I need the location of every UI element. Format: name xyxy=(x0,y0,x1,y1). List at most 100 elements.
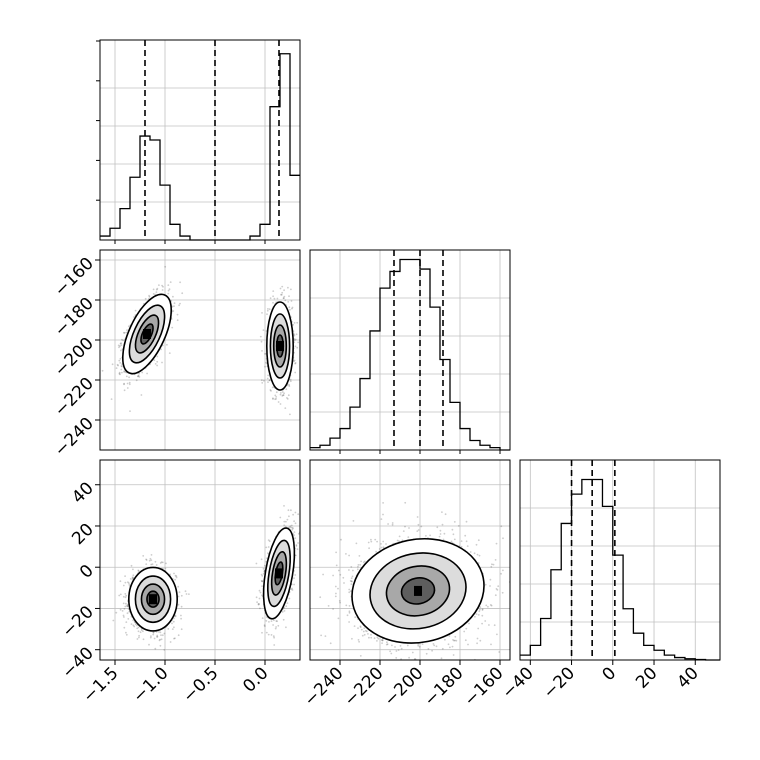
scatter-point xyxy=(261,631,263,634)
scatter-point xyxy=(122,339,124,342)
scatter-point xyxy=(256,601,258,603)
scatter-point xyxy=(286,398,289,400)
scatter-point xyxy=(295,333,298,336)
scatter-point xyxy=(172,620,175,623)
scatter-point xyxy=(161,289,164,291)
scatter-point xyxy=(134,309,137,312)
scatter-point xyxy=(156,355,159,358)
scatter-point xyxy=(123,382,125,385)
scatter-point xyxy=(292,513,294,516)
scatter-point xyxy=(289,378,292,381)
scatter-point xyxy=(119,373,121,376)
scatter-point xyxy=(118,346,120,349)
scatter-point xyxy=(163,632,166,635)
scatter-point xyxy=(268,379,271,382)
density-peak xyxy=(149,594,157,605)
scatter-point xyxy=(159,631,162,634)
scatter-point xyxy=(172,295,174,298)
scatter-point xyxy=(151,563,154,566)
scatter-point xyxy=(269,297,272,300)
scatter-point xyxy=(142,555,145,557)
scatter-point xyxy=(293,322,296,324)
scatter-point xyxy=(128,376,131,379)
scatter-point xyxy=(125,602,127,605)
scatter-point xyxy=(156,287,159,290)
scatter-point xyxy=(161,561,164,564)
scatter-point xyxy=(156,634,159,637)
scatter-point xyxy=(168,352,171,354)
scatter-point xyxy=(132,619,135,622)
scatter-point xyxy=(153,637,156,640)
scatter-point xyxy=(283,295,286,298)
scatter-point xyxy=(260,558,263,561)
scatter-point xyxy=(125,621,128,623)
scatter-point xyxy=(263,379,265,382)
histogram-1-frame xyxy=(309,249,511,451)
scatter-point xyxy=(126,387,129,389)
scatter-point xyxy=(124,593,127,595)
scatter-point xyxy=(261,617,264,619)
histogram-2-frame xyxy=(519,459,721,661)
scatter-point xyxy=(119,357,122,360)
scatter-point xyxy=(120,344,123,346)
scatter-point xyxy=(268,379,271,382)
scatter-point xyxy=(184,590,187,593)
scatter-point xyxy=(180,617,183,620)
scatter-point xyxy=(161,634,164,637)
scatter-point xyxy=(149,557,152,560)
scatter-point xyxy=(160,348,163,351)
scatter-point xyxy=(279,393,282,396)
scatter-point xyxy=(138,634,141,637)
scatter-point xyxy=(281,291,284,294)
histogram-1-step xyxy=(310,258,510,451)
scatter-point xyxy=(296,346,299,349)
scatter-point xyxy=(153,359,156,362)
scatter-point xyxy=(155,564,158,566)
scatter-point xyxy=(167,284,170,286)
scatter-point xyxy=(128,381,131,384)
scatter-point xyxy=(287,394,290,397)
scatter-point xyxy=(124,575,126,577)
scatter-point xyxy=(282,394,284,396)
scatter-point xyxy=(150,559,153,561)
scatter-point xyxy=(288,306,291,309)
scatter-point xyxy=(122,614,125,617)
scatter-point xyxy=(171,628,174,630)
scatter-point xyxy=(174,574,177,577)
scatter-point xyxy=(262,329,265,331)
scatter-point xyxy=(124,596,127,599)
scatter-point xyxy=(146,372,149,375)
scatter-point xyxy=(120,342,122,345)
scatter-point xyxy=(176,313,179,316)
scatter-point xyxy=(128,383,131,386)
scatter-point xyxy=(156,360,159,363)
scatter-point xyxy=(174,578,177,581)
scatter-point xyxy=(139,631,142,634)
scatter-point xyxy=(121,610,124,612)
scatter-point xyxy=(282,297,285,299)
histogram-1-grid xyxy=(310,250,510,450)
scatter-point xyxy=(110,398,113,400)
scatter-point xyxy=(175,575,178,577)
scatter-point xyxy=(127,582,130,585)
scatter-point xyxy=(133,316,135,318)
scatter-point xyxy=(294,338,297,341)
scatter-point xyxy=(120,365,123,367)
scatter-point xyxy=(137,626,140,629)
scatter-point xyxy=(180,614,182,617)
scatter-point xyxy=(294,345,297,348)
scatter-point xyxy=(124,581,127,584)
scatter-point xyxy=(173,626,175,629)
scatter-point xyxy=(260,340,263,343)
scatter-point xyxy=(152,633,155,636)
density-peak xyxy=(276,341,284,351)
scatter-point xyxy=(122,595,125,598)
scatter-point xyxy=(291,587,293,590)
scatter-point xyxy=(129,578,132,580)
scatter-point xyxy=(123,626,126,629)
scatter-point xyxy=(287,301,290,303)
scatter-point xyxy=(177,595,180,598)
scatter-point xyxy=(137,375,139,378)
scatter-point xyxy=(289,308,291,311)
scatter-point xyxy=(149,636,152,639)
